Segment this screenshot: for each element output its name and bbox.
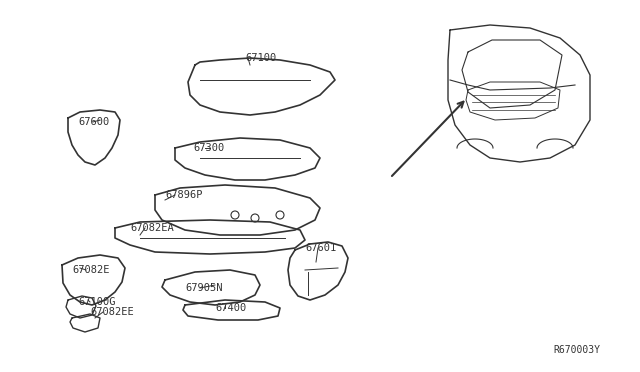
Text: 67905N: 67905N (185, 283, 223, 293)
Text: 67082EE: 67082EE (90, 307, 134, 317)
Text: 67082EA: 67082EA (130, 223, 173, 233)
Text: 67100: 67100 (245, 53, 276, 63)
Text: R670003Y: R670003Y (553, 345, 600, 355)
Text: 67400: 67400 (215, 303, 246, 313)
Text: 67300: 67300 (193, 143, 224, 153)
Text: 67601: 67601 (305, 243, 336, 253)
Text: 67600: 67600 (78, 117, 109, 127)
Text: 67082E: 67082E (72, 265, 109, 275)
Text: 67100G: 67100G (78, 297, 115, 307)
Text: 67896P: 67896P (165, 190, 202, 200)
